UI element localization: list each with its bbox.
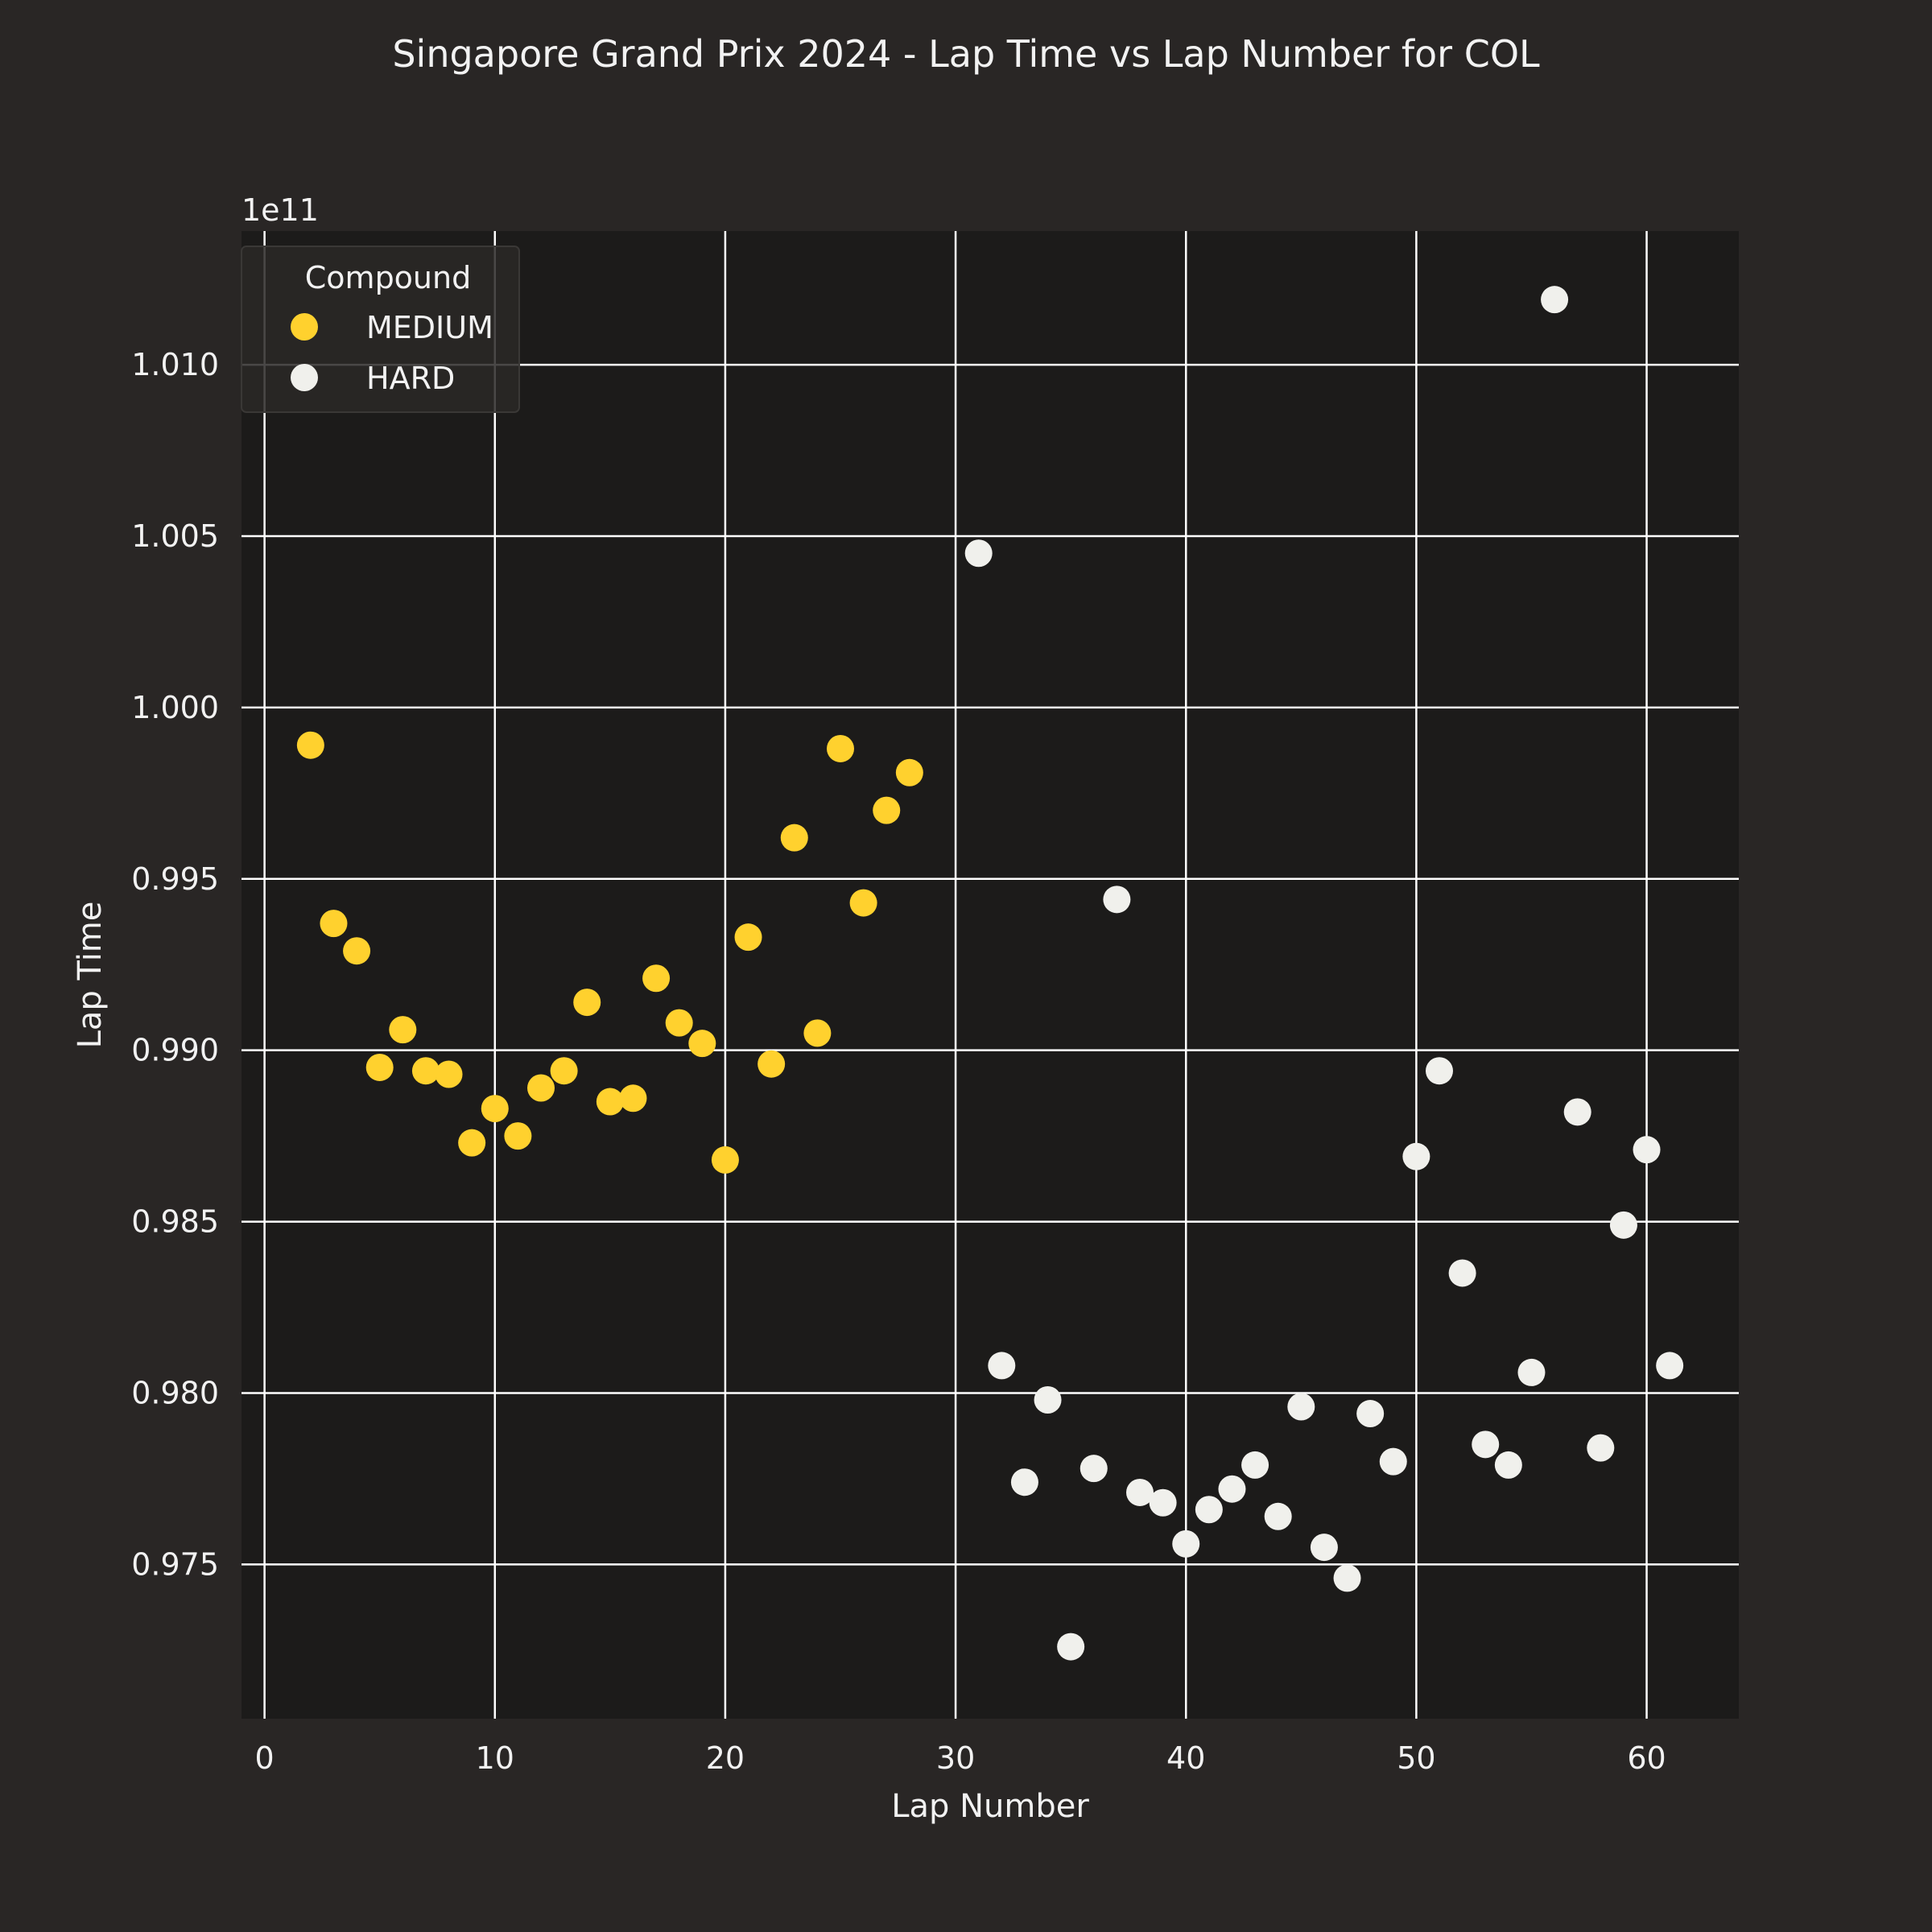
point-hard-lap-56 (1541, 286, 1569, 314)
point-hard-lap-46 (1310, 1534, 1338, 1562)
point-hard-lap-52 (1448, 1259, 1476, 1287)
x-axis-label: Lap Number (891, 1788, 1089, 1825)
point-medium-lap-5 (365, 1053, 394, 1081)
x-tick-label: 60 (1627, 1740, 1666, 1776)
point-hard-lap-49 (1379, 1447, 1407, 1476)
point-hard-lap-45 (1287, 1393, 1315, 1421)
y-tick-label: 1.010 (131, 347, 219, 382)
point-medium-lap-19 (688, 1030, 716, 1058)
y-tick-label: 0.985 (131, 1204, 219, 1240)
point-medium-lap-8 (435, 1060, 463, 1088)
point-hard-lap-44 (1264, 1502, 1292, 1530)
point-medium-lap-18 (665, 1009, 693, 1037)
point-hard-lap-48 (1356, 1400, 1385, 1428)
point-medium-lap-9 (458, 1129, 486, 1157)
plot-area (242, 231, 1739, 1719)
point-hard-lap-32 (988, 1352, 1016, 1380)
point-medium-lap-24 (803, 1019, 832, 1047)
x-tick-label: 10 (476, 1740, 514, 1776)
x-tick-label: 30 (936, 1740, 975, 1776)
point-medium-lap-2 (296, 731, 324, 759)
point-medium-lap-6 (389, 1016, 417, 1044)
point-hard-lap-55 (1517, 1358, 1546, 1386)
point-medium-lap-17 (642, 964, 671, 993)
point-medium-lap-4 (343, 937, 371, 965)
point-hard-lap-35 (1057, 1633, 1085, 1661)
grid-lines (242, 231, 1739, 1719)
x-tick-label: 40 (1166, 1740, 1205, 1776)
point-medium-lap-15 (596, 1088, 624, 1116)
point-hard-lap-43 (1241, 1451, 1269, 1479)
y-tick-label: 0.995 (131, 861, 219, 897)
point-hard-lap-53 (1472, 1430, 1500, 1459)
point-hard-lap-36 (1080, 1455, 1108, 1483)
legend-label-medium: MEDIUM (366, 310, 493, 345)
point-hard-lap-38 (1126, 1478, 1154, 1506)
point-hard-lap-61 (1656, 1352, 1684, 1380)
point-medium-lap-21 (734, 923, 762, 952)
point-medium-lap-12 (527, 1074, 555, 1102)
y-axis-label: Lap Time (72, 902, 109, 1049)
point-hard-lap-37 (1103, 886, 1131, 914)
data-points (296, 286, 1684, 1661)
point-hard-lap-31 (964, 539, 993, 568)
point-hard-lap-33 (1010, 1468, 1038, 1496)
point-hard-lap-50 (1402, 1142, 1430, 1170)
point-hard-lap-41 (1195, 1496, 1223, 1524)
point-medium-lap-20 (711, 1146, 739, 1174)
point-hard-lap-47 (1333, 1564, 1361, 1592)
x-tick-label: 50 (1397, 1740, 1435, 1776)
y-tick-label: 1.005 (131, 518, 219, 554)
point-hard-lap-51 (1426, 1057, 1453, 1085)
point-hard-lap-59 (1609, 1211, 1637, 1239)
legend-marker-medium (291, 313, 318, 341)
x-tick-labels: 0 10 20 30 40 50 60 (255, 1740, 1666, 1776)
legend-label-hard: HARD (366, 361, 455, 396)
point-medium-lap-25 (827, 734, 854, 762)
point-medium-lap-27 (873, 796, 901, 824)
point-hard-lap-40 (1172, 1530, 1200, 1558)
point-hard-lap-60 (1633, 1136, 1661, 1164)
point-hard-lap-58 (1587, 1434, 1615, 1462)
y-tick-label: 0.975 (131, 1546, 219, 1582)
point-medium-lap-13 (550, 1057, 578, 1085)
point-hard-lap-34 (1034, 1386, 1062, 1414)
point-medium-lap-11 (504, 1122, 532, 1150)
point-medium-lap-28 (895, 758, 923, 786)
legend: Compound MEDIUM HARD (241, 246, 520, 413)
point-medium-lap-3 (320, 910, 348, 938)
point-hard-lap-57 (1563, 1098, 1591, 1126)
legend-marker-hard (291, 364, 318, 391)
y-tick-labels: 0.975 0.980 0.985 0.990 0.995 1.000 1.005 1.010 (131, 347, 219, 1582)
x-tick-label: 20 (706, 1740, 745, 1776)
point-medium-lap-10 (481, 1095, 509, 1123)
legend-title: Compound (305, 260, 471, 295)
chart-title: Singapore Grand Prix 2024 - Lap Time vs … (392, 32, 1540, 76)
point-medium-lap-26 (849, 889, 877, 917)
point-medium-lap-14 (573, 989, 601, 1017)
point-medium-lap-22 (758, 1050, 786, 1078)
point-medium-lap-7 (411, 1057, 440, 1085)
y-tick-label: 1.000 (131, 690, 219, 725)
y-tick-label: 0.990 (131, 1033, 219, 1068)
point-medium-lap-16 (619, 1084, 647, 1113)
point-medium-lap-23 (780, 824, 808, 852)
x-tick-label: 0 (255, 1740, 275, 1776)
y-tick-label: 0.980 (131, 1375, 219, 1410)
point-hard-lap-54 (1494, 1451, 1522, 1479)
point-hard-lap-39 (1149, 1488, 1177, 1517)
y-offset-label: 1e11 (242, 192, 319, 228)
point-hard-lap-42 (1218, 1475, 1246, 1503)
